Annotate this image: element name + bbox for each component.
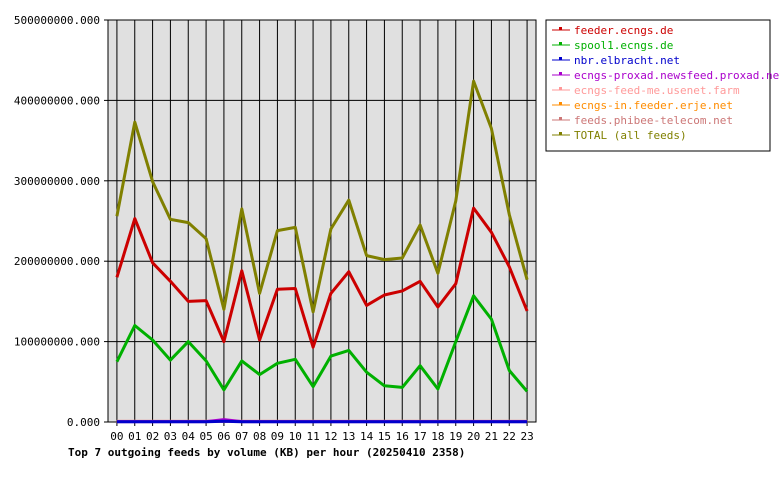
legend-marker bbox=[559, 87, 562, 90]
series-line-0 bbox=[115, 206, 529, 349]
x-tick-label: 17 bbox=[413, 430, 426, 443]
legend-label: TOTAL (all feeds) bbox=[574, 129, 687, 142]
series-line-2 bbox=[116, 419, 528, 424]
x-tick-label: 16 bbox=[396, 430, 409, 443]
x-tick-label: 11 bbox=[306, 430, 319, 443]
legend-marker bbox=[559, 42, 562, 45]
x-tick-label: 12 bbox=[324, 430, 337, 443]
x-tick-label: 02 bbox=[146, 430, 159, 443]
x-tick-label: 05 bbox=[199, 430, 212, 443]
x-axis-tick-labels: 00 01 02 03 04 05 06 07 08 09 10 11 12 13 14 15 16 17 18 19… bbox=[110, 422, 534, 443]
y-tick-label: 500000000.000 bbox=[14, 14, 100, 27]
x-tick-label: 07 bbox=[235, 430, 248, 443]
legend-marker bbox=[559, 72, 562, 75]
legend-label: feeder.ecngs.de bbox=[574, 24, 673, 37]
legend-box bbox=[545, 19, 771, 152]
x-tick-label: 23 bbox=[520, 430, 533, 443]
legend-label: spool1.ecngs.de bbox=[574, 39, 673, 52]
y-axis-tick-labels: 0.000 100000000.000 200000000.000 300000000… bbox=[14, 14, 108, 429]
legend-marker bbox=[559, 57, 562, 60]
x-tick-label: 22 bbox=[503, 430, 516, 443]
legend-label: ecngs-feed-me.usenet.farm bbox=[574, 84, 740, 97]
x-tick-label: 15 bbox=[378, 430, 391, 443]
legend-marker bbox=[559, 132, 562, 135]
x-tick-label: 03 bbox=[164, 430, 177, 443]
legend-label: feeds.phibee-telecom.net bbox=[574, 114, 733, 127]
x-tick-label: 13 bbox=[342, 430, 355, 443]
legend-marker bbox=[559, 27, 562, 30]
x-tick-label: 20 bbox=[467, 430, 480, 443]
x-tick-label: 08 bbox=[253, 430, 266, 443]
legend-label: ecngs-proxad.newsfeed.proxad.net bbox=[574, 69, 780, 82]
y-tick-label: 100000000.000 bbox=[14, 336, 100, 349]
x-tick-label: 18 bbox=[431, 430, 444, 443]
series-line-7 bbox=[115, 79, 529, 314]
x-tick-label: 10 bbox=[289, 430, 302, 443]
y-tick-label: 200000000.000 bbox=[14, 255, 100, 268]
legend-marker bbox=[559, 102, 562, 105]
x-tick-label: 09 bbox=[271, 430, 284, 443]
legend-label: nbr.elbracht.net bbox=[574, 54, 680, 67]
x-tick-label: 04 bbox=[182, 430, 196, 443]
legend-label: ecngs-in.feeder.erje.net bbox=[574, 99, 733, 112]
series-lines bbox=[115, 79, 529, 424]
x-tick-label: 01 bbox=[128, 430, 141, 443]
x-tick-label: 19 bbox=[449, 430, 462, 443]
series-line-1 bbox=[115, 294, 529, 393]
legend: feeder.ecngs.de spool1.ecngs.de nbr.elbrac… bbox=[545, 19, 780, 152]
x-tick-label: 14 bbox=[360, 430, 374, 443]
y-tick-label: 300000000.000 bbox=[14, 175, 100, 188]
y-tick-label: 400000000.000 bbox=[14, 94, 100, 107]
x-tick-label: 00 bbox=[110, 430, 123, 443]
x-tick-label: 06 bbox=[217, 430, 230, 443]
y-tick-label: 0.000 bbox=[67, 416, 100, 429]
x-tick-label: 21 bbox=[485, 430, 498, 443]
legend-marker bbox=[559, 117, 562, 120]
chart-title: Top 7 outgoing feeds by volume (KB) per … bbox=[68, 446, 465, 459]
